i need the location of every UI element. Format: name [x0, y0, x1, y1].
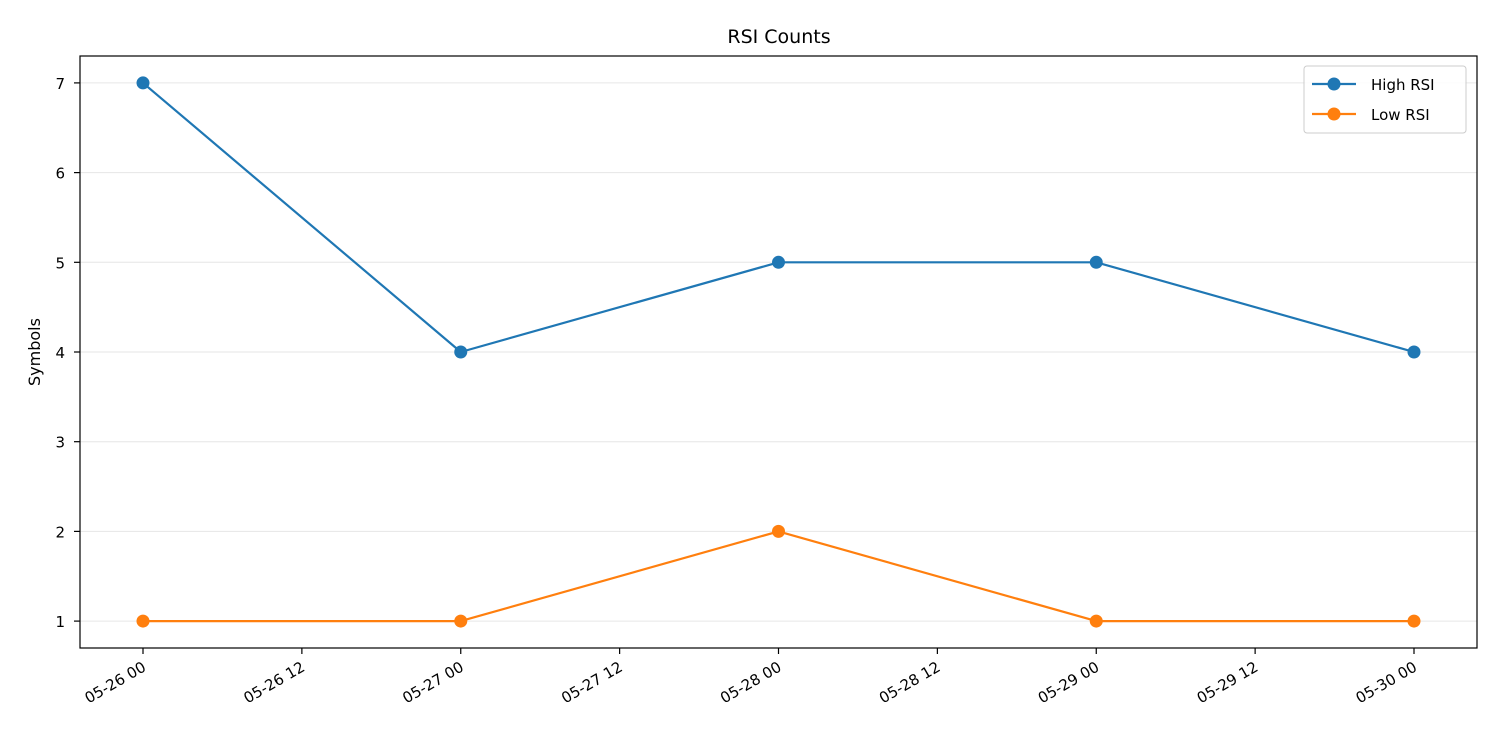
series-line	[142, 82, 1415, 354]
chart-title: RSI Counts	[727, 26, 830, 48]
grid-lines	[80, 82, 1477, 622]
y-tick-label: 1	[55, 613, 65, 631]
data-point	[1089, 255, 1103, 269]
data-point	[772, 524, 785, 538]
data-point	[1407, 345, 1421, 359]
data-point	[772, 255, 785, 269]
data-point	[454, 345, 468, 359]
x-tick-label: 05-29 12	[1194, 658, 1261, 707]
y-axis: 1 2 3 4 5 6 7	[55, 75, 80, 631]
x-tick-label: 05-26 00	[82, 658, 149, 707]
series-line	[143, 530, 1414, 623]
x-tick-label: 05-29 00	[1035, 658, 1102, 707]
y-tick-label: 2	[55, 523, 65, 541]
legend-marker	[1327, 77, 1341, 91]
x-tick-label: 05-28 12	[876, 658, 943, 707]
data-point	[454, 614, 468, 628]
data-point	[136, 76, 150, 90]
legend-label: Low RSI	[1371, 106, 1430, 124]
x-tick-label: 05-30 00	[1353, 658, 1420, 707]
y-axis-title: Symbols	[25, 318, 44, 386]
data-point	[136, 614, 150, 628]
x-tick-label: 05-26 12	[240, 658, 307, 707]
legend-marker	[1327, 107, 1341, 121]
data-point	[1407, 614, 1421, 628]
legend: High RSI Low RSI	[1303, 65, 1467, 134]
x-axis: 05-26 00 05-26 12 05-27 00 05-27 12 05-28 00…	[82, 648, 1420, 707]
y-tick-label: 7	[55, 75, 65, 93]
series-layer	[136, 76, 1421, 628]
legend-box	[1303, 65, 1467, 134]
y-tick-label: 4	[55, 344, 65, 362]
x-tick-label: 05-27 00	[399, 658, 466, 707]
legend-label: High RSI	[1371, 76, 1435, 94]
data-point	[1089, 614, 1103, 628]
y-tick-label: 5	[55, 254, 65, 272]
x-tick-label: 05-28 00	[717, 658, 784, 707]
y-tick-label: 6	[55, 165, 65, 183]
y-tick-label: 3	[55, 434, 65, 452]
x-tick-label: 05-27 12	[558, 658, 625, 707]
